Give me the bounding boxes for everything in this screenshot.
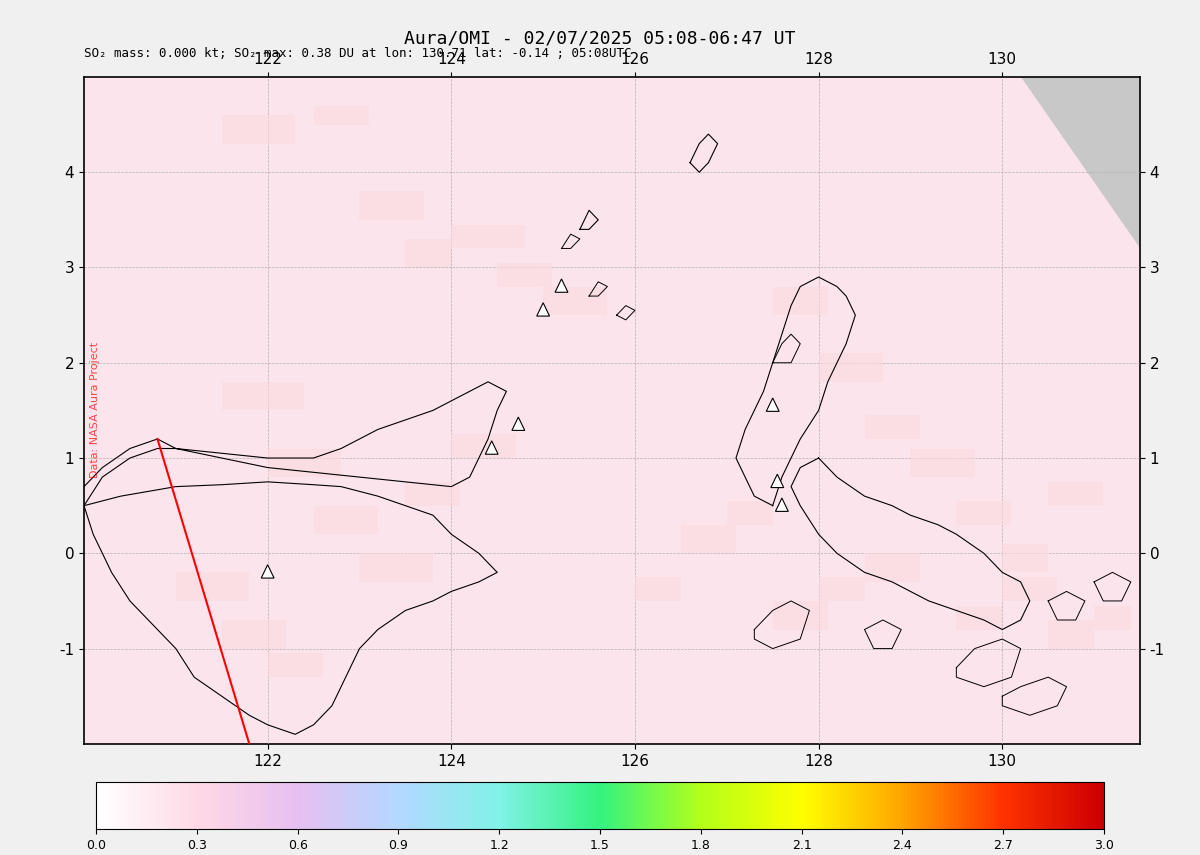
Bar xyxy=(222,382,305,410)
Bar xyxy=(313,505,378,534)
Bar xyxy=(222,620,286,649)
Polygon shape xyxy=(770,475,784,487)
Polygon shape xyxy=(536,303,550,316)
Bar xyxy=(176,572,250,601)
Bar xyxy=(818,577,864,601)
Text: Data: NASA Aura Project: Data: NASA Aura Project xyxy=(90,342,100,479)
Polygon shape xyxy=(1021,77,1140,249)
Bar xyxy=(727,501,773,525)
Text: Aura/OMI - 02/07/2025 05:08-06:47 UT: Aura/OMI - 02/07/2025 05:08-06:47 UT xyxy=(404,30,796,48)
Bar xyxy=(222,115,295,144)
Bar xyxy=(956,501,1012,525)
Bar xyxy=(1048,482,1103,505)
Polygon shape xyxy=(512,417,524,430)
Bar xyxy=(544,286,607,315)
Polygon shape xyxy=(775,498,788,511)
Bar xyxy=(268,449,341,477)
Bar xyxy=(773,601,828,629)
Bar xyxy=(956,605,1002,629)
Polygon shape xyxy=(767,398,779,411)
Bar xyxy=(451,225,524,249)
Bar xyxy=(360,192,424,220)
Bar xyxy=(451,434,516,458)
Bar xyxy=(406,239,451,268)
Bar xyxy=(1002,577,1057,601)
Bar xyxy=(1094,605,1130,629)
Bar xyxy=(864,553,919,582)
Bar xyxy=(268,653,323,677)
Bar xyxy=(313,105,368,125)
Bar xyxy=(1048,620,1094,649)
Polygon shape xyxy=(262,565,274,578)
Bar xyxy=(406,482,461,505)
Bar xyxy=(773,286,828,315)
Bar xyxy=(635,577,680,601)
Bar xyxy=(360,553,433,582)
Bar xyxy=(497,262,552,286)
Text: SO₂ mass: 0.000 kt; SO₂ max: 0.38 DU at lon: 130.71 lat: -0.14 ; 05:08UTC: SO₂ mass: 0.000 kt; SO₂ max: 0.38 DU at … xyxy=(84,47,631,60)
Bar xyxy=(864,416,919,439)
Bar xyxy=(1002,544,1048,572)
Bar xyxy=(680,525,736,553)
Bar xyxy=(911,449,974,477)
Polygon shape xyxy=(485,441,498,454)
Polygon shape xyxy=(556,279,568,292)
Bar xyxy=(818,353,883,382)
